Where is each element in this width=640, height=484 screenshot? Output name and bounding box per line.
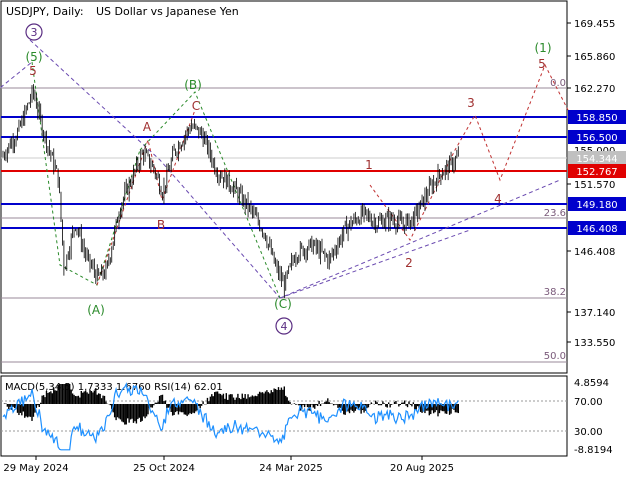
wave-label-3: 3 <box>467 96 475 110</box>
indicator-label: MACD(5,34,5) 1.7333 1.6760 RSI(14) 62.01 <box>5 382 223 393</box>
indicator-axis-label: -8.8194 <box>574 445 613 456</box>
green-wave-line-a <box>31 61 141 286</box>
y-tick-label: 162.270 <box>574 84 615 95</box>
wave-label-4: 4 <box>494 192 502 206</box>
price-tag-text: 146.408 <box>576 224 617 235</box>
price-tag-156-500 <box>568 130 626 144</box>
wave-label-green-5: (5) <box>26 50 43 64</box>
purple-wave-line-left <box>0 61 33 89</box>
fib-label-38-2: 38.2 <box>544 287 566 298</box>
wave-label-green-1: (1) <box>535 41 552 55</box>
x-tick-label: 24 Mar 2025 <box>259 463 322 474</box>
price-tag-text: 154.344 <box>576 154 617 165</box>
indicator-axis-label: 4.8594 <box>574 378 609 389</box>
indicator-axis-label: 30.00 <box>574 427 603 438</box>
wave-label-b: B <box>157 218 165 232</box>
wave-label-red-5: 5 <box>29 64 37 78</box>
price-tag-text: 156.500 <box>576 133 617 144</box>
wave-label-5: 5 <box>538 57 546 71</box>
x-tick-label: 20 Aug 2025 <box>390 463 454 474</box>
price-tag-current <box>568 151 626 165</box>
wave-label-green-c: (C) <box>274 297 292 311</box>
indicator-axis-label: 70.00 <box>574 397 603 408</box>
fib-label-23-6: 23.6 <box>544 208 566 219</box>
y-tick-label: 169.455 <box>574 19 615 30</box>
price-axis: 169.455 165.860 162.270 155.000 151.570 … <box>567 19 615 349</box>
wave-label-1: 1 <box>365 158 373 172</box>
purple-wave-line <box>29 39 561 299</box>
price-tag-149-180 <box>568 197 626 211</box>
main-plot-frame <box>0 0 568 374</box>
price-tag-text: 158.850 <box>576 113 617 124</box>
x-tick-label: 25 Oct 2024 <box>133 463 195 474</box>
wave-label-a: A <box>143 120 152 134</box>
wave-label-green-a: (A) <box>87 303 105 317</box>
y-tick-label: 165.860 <box>574 52 615 63</box>
y-tick-label: 151.570 <box>574 180 615 191</box>
candles-group <box>2 84 459 299</box>
green-wave-line-b <box>139 91 281 299</box>
y-tick-label: 137.140 <box>574 308 615 319</box>
x-tick-label: 29 May 2024 <box>3 463 68 474</box>
price-tag-text: 149.180 <box>576 200 617 211</box>
fib-label-50: 50.0 <box>544 351 566 362</box>
y-tick-label: 146.408 <box>574 247 615 258</box>
chart-description: US Dollar vs Japanese Yen <box>96 5 239 18</box>
wave-4-circle <box>275 317 293 335</box>
red-forecast-line <box>369 63 569 241</box>
wave-label-c: C <box>192 99 200 113</box>
fib-label-0: 0.0 <box>550 78 566 89</box>
rsi-line <box>2 382 459 451</box>
price-tag-158-850 <box>568 110 626 124</box>
wave-label-circle-3: 3 <box>31 26 38 39</box>
price-tag-text: 152.767 <box>576 167 617 178</box>
wave-label-circle-4: 4 <box>281 320 288 333</box>
trend-channel-line <box>279 229 471 299</box>
wave-label-2: 2 <box>405 256 413 270</box>
price-tag-152-767 <box>568 164 626 178</box>
wave-3-circle <box>25 23 43 41</box>
y-tick-label: 133.550 <box>574 338 615 349</box>
price-tag-146-408 <box>568 221 626 235</box>
chart-symbol: USDJPY, Daily: <box>6 5 84 18</box>
wave-label-green-b: (B) <box>184 78 202 92</box>
